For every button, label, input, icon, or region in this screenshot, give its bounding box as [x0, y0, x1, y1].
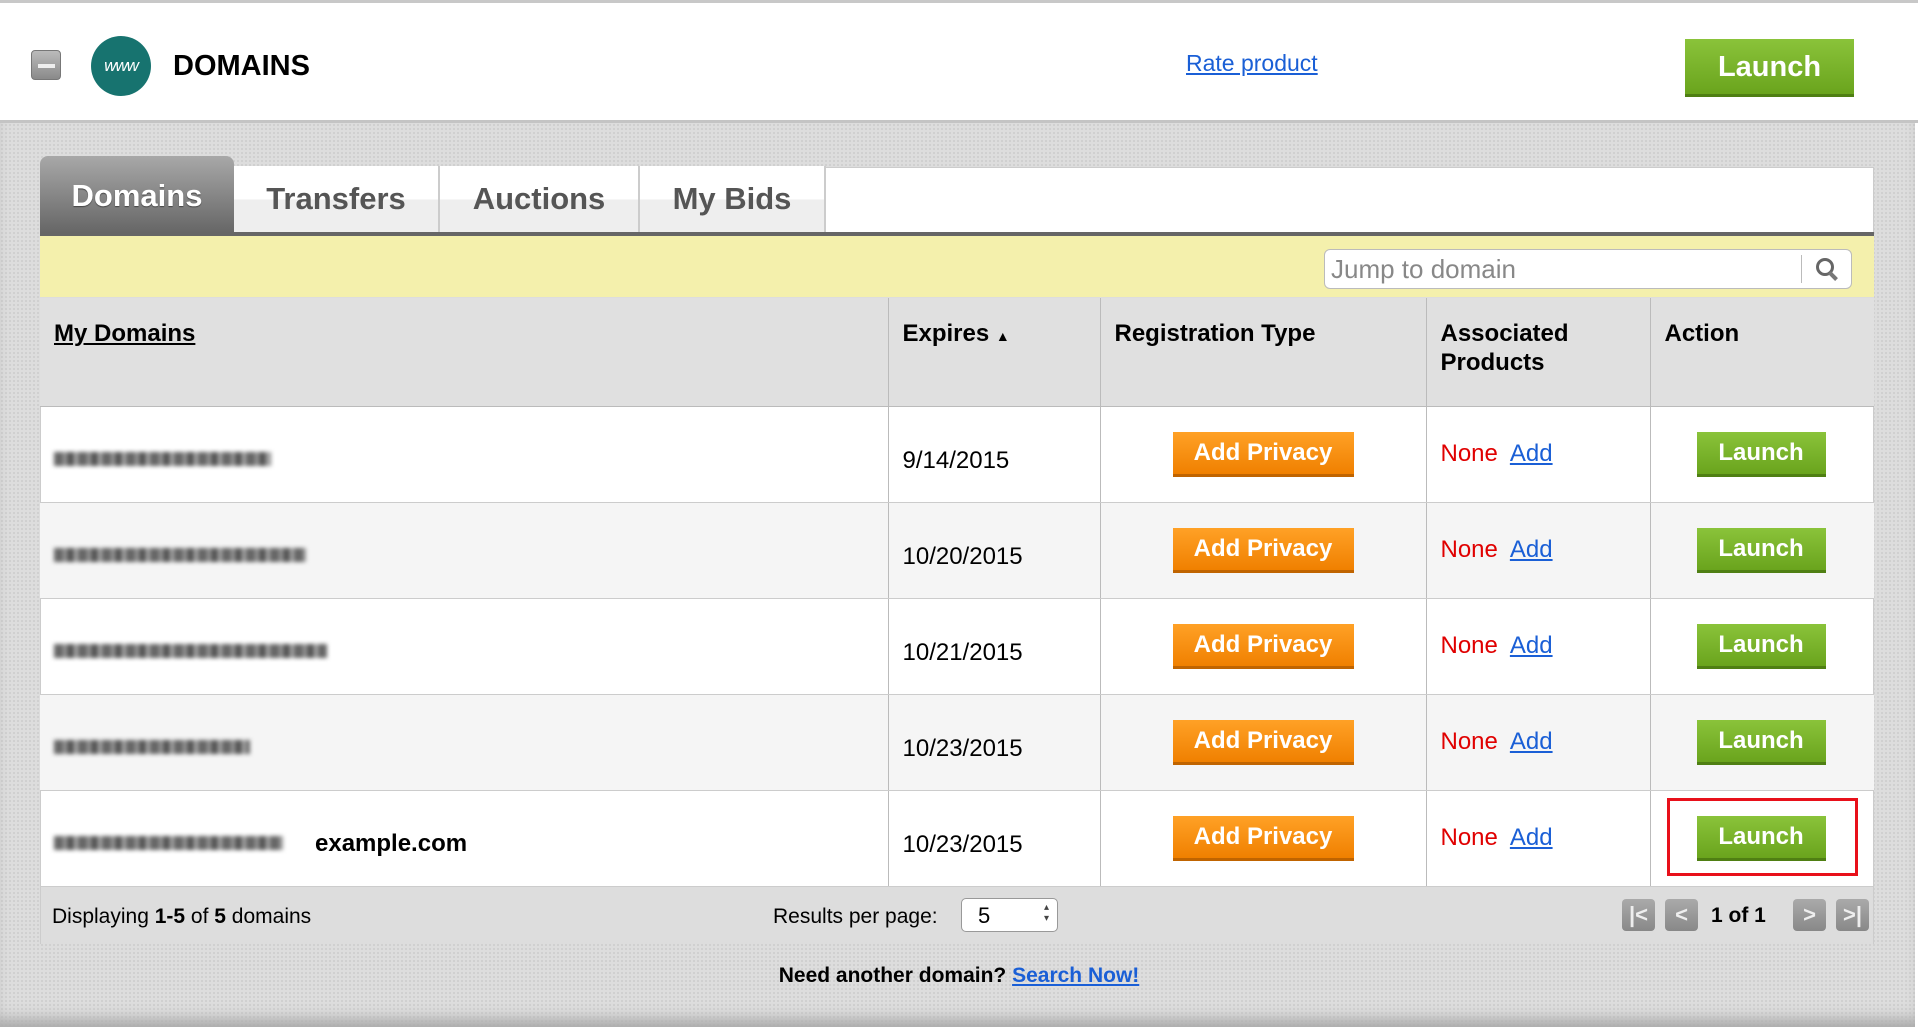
domain-cell	[40, 694, 888, 791]
blurred-domain-name	[54, 644, 327, 659]
products-none: None	[1440, 536, 1498, 563]
products-none: None	[1440, 632, 1498, 659]
add-product-link[interactable]: Add	[1509, 632, 1553, 659]
domain-cell: example.com	[40, 790, 888, 887]
products-none: None	[1440, 728, 1498, 755]
column-label: Expires	[902, 320, 990, 347]
action-cell: Launch	[1649, 406, 1874, 503]
domain-annotation: example.com	[315, 830, 468, 858]
add-privacy-button[interactable]: Add Privacy	[1172, 431, 1354, 477]
results-per-page-value: 5	[978, 903, 991, 928]
add-product-link[interactable]: Add	[1509, 824, 1553, 851]
minus-icon[interactable]	[31, 50, 61, 80]
add-product-link[interactable]: Add	[1509, 440, 1553, 467]
add-product-link[interactable]: Add	[1509, 536, 1553, 563]
launch-button[interactable]: Launch	[1696, 815, 1826, 861]
products-cell: None Add	[1425, 598, 1650, 695]
sort-ascending-icon: ▲	[995, 328, 1010, 344]
header-launch-button[interactable]: Launch	[1685, 39, 1854, 97]
expires-cell: 10/23/2015	[887, 694, 1100, 791]
add-privacy-button[interactable]: Add Privacy	[1172, 527, 1354, 573]
column-registration-type: Registration Type	[1099, 298, 1426, 407]
rate-product-link[interactable]: Rate product	[1186, 50, 1318, 76]
tab-transfers[interactable]: Transfers	[234, 166, 440, 233]
add-privacy-button[interactable]: Add Privacy	[1172, 623, 1354, 669]
registration-cell: Add Privacy	[1099, 502, 1426, 599]
launch-button[interactable]: Launch	[1696, 623, 1826, 669]
column-expires[interactable]: Expires ▲	[887, 298, 1100, 407]
expires-cell: 10/23/2015	[887, 790, 1100, 887]
prev-page-icon[interactable]: <	[1665, 899, 1698, 931]
search-now-link[interactable]: Search Now!	[1012, 964, 1140, 987]
need-another-domain: Need another domain? Search Now!	[778, 964, 1140, 987]
column-associated-products: Associated Products	[1425, 298, 1650, 407]
registration-cell: Add Privacy	[1099, 598, 1426, 695]
sort-my-domains-link[interactable]: My Domains	[54, 320, 196, 347]
products-none: None	[1440, 440, 1498, 467]
results-per-page-label: Results per page:	[773, 905, 938, 928]
blurred-domain-name	[54, 548, 306, 563]
jump-to-domain-input[interactable]	[1331, 253, 1801, 285]
launch-button[interactable]: Launch	[1696, 719, 1826, 765]
add-product-link[interactable]: Add	[1509, 728, 1553, 755]
page-indicator: 1 of 1	[1711, 904, 1766, 927]
add-privacy-button[interactable]: Add Privacy	[1172, 719, 1354, 765]
action-cell: Launch	[1649, 694, 1874, 791]
page-title: DOMAINS	[173, 50, 310, 82]
domain-cell	[40, 598, 888, 695]
table-footer: Displaying 1-5 of 5 domains Results per …	[41, 887, 1873, 944]
domain-cell	[40, 502, 888, 599]
registration-cell: Add Privacy	[1099, 694, 1426, 791]
column-action: Action	[1649, 298, 1874, 407]
action-cell: Launch	[1649, 598, 1874, 695]
first-page-icon[interactable]: |<	[1622, 899, 1655, 931]
action-cell: Launch	[1649, 502, 1874, 599]
tab-auctions[interactable]: Auctions	[440, 166, 640, 233]
launch-button[interactable]: Launch	[1696, 431, 1826, 477]
products-cell: None Add	[1425, 502, 1650, 599]
table-row: 10/20/2015 Add Privacy None Add Launch	[40, 502, 1874, 599]
launch-button[interactable]: Launch	[1696, 527, 1826, 573]
blurred-domain-name	[54, 740, 250, 755]
blurred-domain-name	[54, 452, 271, 467]
domain-cell	[40, 406, 888, 503]
highlight-box	[1667, 798, 1858, 876]
products-cell: None Add	[1425, 406, 1650, 503]
displaying-count: Displaying 1-5 of 5 domains	[52, 905, 312, 928]
add-privacy-button[interactable]: Add Privacy	[1172, 815, 1354, 861]
registration-cell: Add Privacy	[1099, 406, 1426, 503]
jump-to-domain-field[interactable]	[1324, 249, 1852, 289]
table-row: 10/21/2015 Add Privacy None Add Launch	[40, 598, 1874, 695]
tab-domains[interactable]: Domains	[40, 156, 234, 233]
products-cell: None Add	[1425, 790, 1650, 887]
domains-table: My Domains Expires ▲ Registration Type A…	[40, 298, 1874, 887]
table-row: example.com 10/23/2015 Add Privacy None Add L…	[40, 790, 1874, 887]
www-globe-icon: www	[91, 36, 151, 96]
action-cell: Launch	[1649, 790, 1874, 887]
results-per-page-select[interactable]: 5	[961, 898, 1058, 932]
app-header: www DOMAINS Rate product Launch	[0, 0, 1918, 123]
tab-divider	[40, 232, 1874, 236]
blurred-domain-name	[54, 836, 283, 851]
next-page-icon[interactable]: >	[1793, 899, 1826, 931]
expires-cell: 10/21/2015	[887, 598, 1100, 695]
products-cell: None Add	[1425, 694, 1650, 791]
registration-cell: Add Privacy	[1099, 790, 1426, 887]
table-row: 9/14/2015 Add Privacy None Add Launch	[40, 406, 1874, 503]
table-row: 10/23/2015 Add Privacy None Add Launch	[40, 694, 1874, 791]
expires-cell: 9/14/2015	[887, 406, 1100, 503]
expires-cell: 10/20/2015	[887, 502, 1100, 599]
search-icon[interactable]	[1801, 255, 1851, 283]
tab-my-bids[interactable]: My Bids	[640, 166, 826, 233]
last-page-icon[interactable]: >|	[1836, 899, 1869, 931]
products-none: None	[1440, 824, 1498, 851]
column-my-domains[interactable]: My Domains	[40, 298, 888, 407]
